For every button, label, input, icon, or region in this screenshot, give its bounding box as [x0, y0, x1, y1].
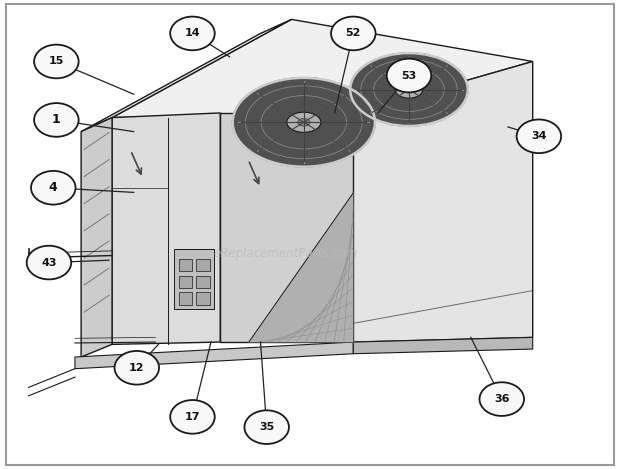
Ellipse shape — [298, 119, 310, 126]
Text: 35: 35 — [259, 422, 274, 432]
Circle shape — [27, 246, 71, 280]
Bar — [174, 249, 214, 310]
Ellipse shape — [404, 86, 414, 93]
Ellipse shape — [350, 53, 467, 126]
Polygon shape — [220, 113, 353, 342]
Text: 17: 17 — [185, 412, 200, 422]
Circle shape — [170, 16, 215, 50]
Text: 53: 53 — [401, 70, 417, 81]
Circle shape — [34, 45, 79, 78]
Polygon shape — [81, 118, 112, 357]
Bar — [179, 276, 192, 288]
Ellipse shape — [287, 112, 321, 132]
Bar — [196, 259, 210, 271]
Circle shape — [31, 171, 76, 204]
Polygon shape — [248, 192, 353, 342]
Text: eReplacementParts.com: eReplacementParts.com — [213, 247, 357, 260]
Text: 36: 36 — [494, 394, 510, 404]
Text: 14: 14 — [185, 29, 200, 38]
Bar — [179, 293, 192, 305]
Circle shape — [244, 410, 289, 444]
Text: 43: 43 — [41, 257, 56, 267]
Circle shape — [516, 120, 561, 153]
Bar — [196, 293, 210, 305]
Text: 12: 12 — [129, 363, 144, 373]
Circle shape — [479, 382, 524, 416]
Circle shape — [170, 400, 215, 434]
Bar — [179, 259, 192, 271]
Circle shape — [34, 103, 79, 137]
Text: 15: 15 — [49, 56, 64, 67]
Polygon shape — [75, 342, 353, 369]
Circle shape — [331, 16, 376, 50]
Ellipse shape — [232, 78, 375, 166]
Polygon shape — [81, 19, 291, 132]
Polygon shape — [112, 19, 533, 118]
Text: 52: 52 — [345, 29, 361, 38]
Bar — [196, 276, 210, 288]
Text: 4: 4 — [49, 181, 58, 194]
Circle shape — [115, 351, 159, 385]
Text: 34: 34 — [531, 131, 547, 141]
Text: 1: 1 — [52, 113, 61, 127]
Ellipse shape — [395, 81, 423, 98]
Circle shape — [387, 59, 432, 92]
Polygon shape — [112, 113, 220, 344]
Polygon shape — [353, 61, 533, 342]
Polygon shape — [353, 337, 533, 354]
